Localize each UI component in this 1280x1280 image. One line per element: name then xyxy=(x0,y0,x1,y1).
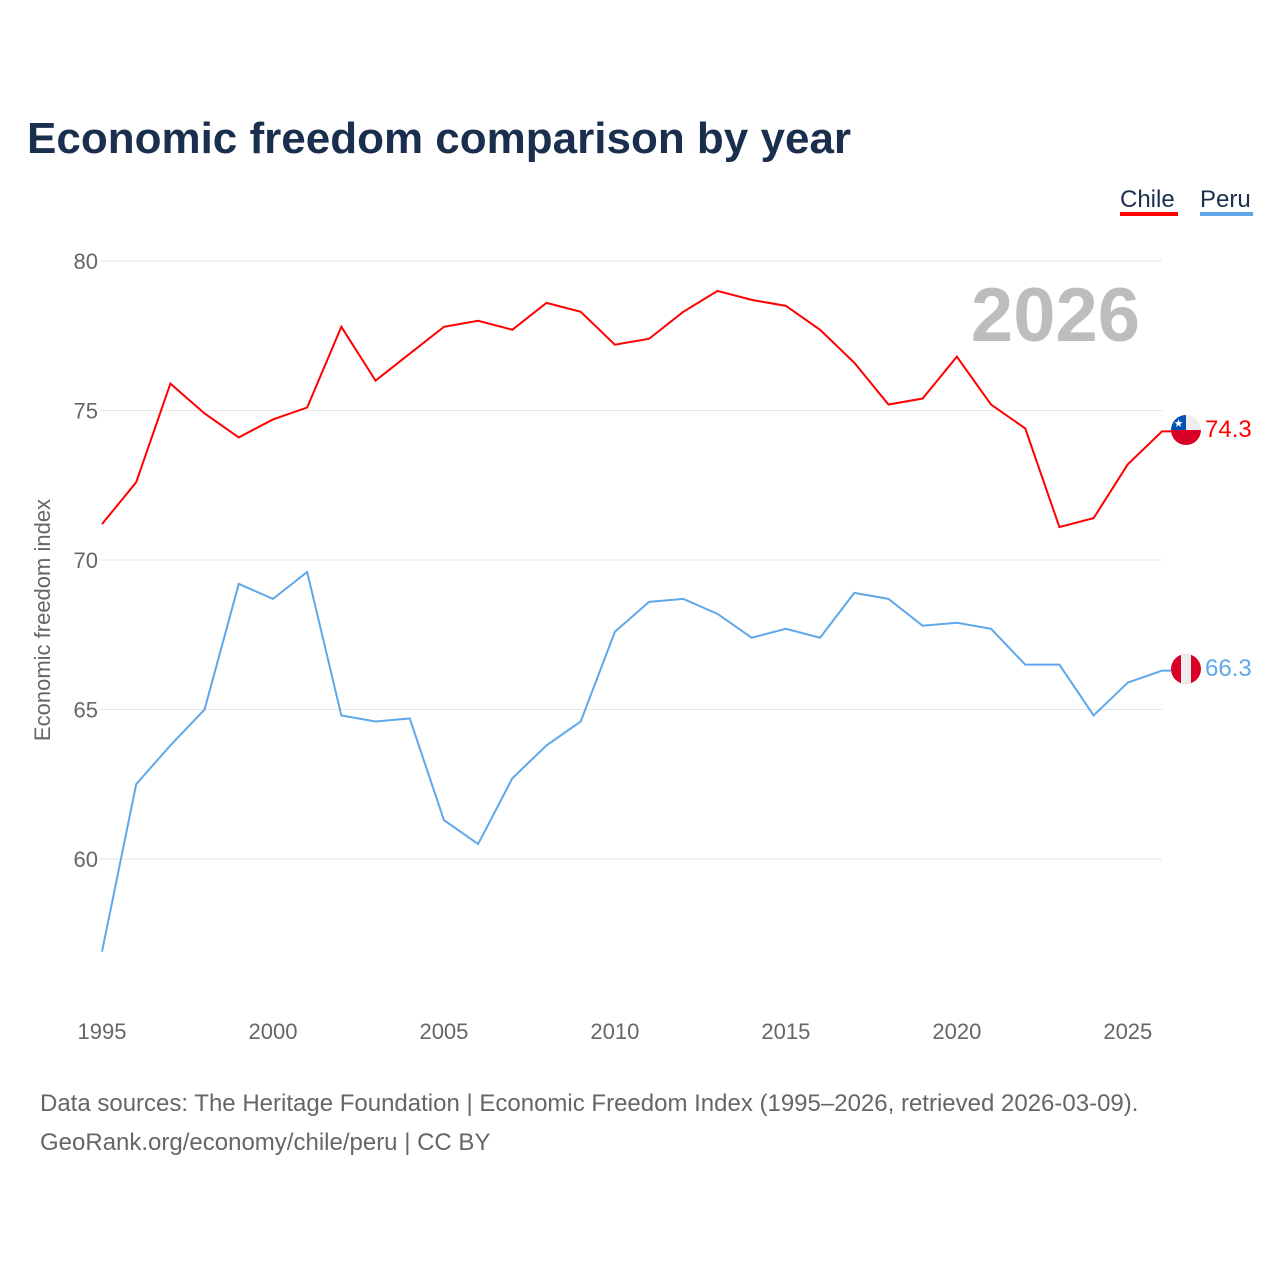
svg-text:★: ★ xyxy=(1174,418,1184,430)
series-line-peru xyxy=(101,570,1171,952)
y-tick-label: 70 xyxy=(74,548,98,573)
chart-title: Economic freedom comparison by year xyxy=(27,114,851,163)
y-tick-label: 80 xyxy=(74,249,98,274)
x-tick-label: 2025 xyxy=(1103,1019,1152,1044)
x-tick-label: 1995 xyxy=(78,1019,127,1044)
y-tick-label: 75 xyxy=(74,399,98,424)
legend-chile-swatch xyxy=(1120,212,1178,216)
y-axis-label: Economic freedom index xyxy=(30,499,55,741)
peru-end-label: 66.3 xyxy=(1205,655,1252,682)
source-text: Data sources: The Heritage Foundation | … xyxy=(40,1090,1138,1117)
x-tick-label: 2005 xyxy=(419,1019,468,1044)
chile-flag-icon: ★ xyxy=(1171,415,1201,445)
year-watermark: 2026 xyxy=(971,273,1140,358)
chile-end-label: 74.3 xyxy=(1205,416,1252,443)
source-link[interactable]: GeoRank.org/economy/chile/peru | CC BY xyxy=(40,1129,490,1156)
peru-flag-icon xyxy=(1171,654,1201,684)
series-line-chile xyxy=(101,289,1171,529)
legend-peru[interactable]: Peru xyxy=(1200,186,1251,213)
legend-peru-swatch xyxy=(1200,212,1253,216)
legend-chile[interactable]: Chile xyxy=(1120,186,1175,213)
x-tick-label: 2000 xyxy=(248,1019,297,1044)
y-tick-label: 60 xyxy=(74,847,98,872)
y-tick-label: 65 xyxy=(74,698,98,723)
x-tick-label: 2020 xyxy=(932,1019,981,1044)
x-tick-label: 2015 xyxy=(761,1019,810,1044)
x-tick-label: 2010 xyxy=(590,1019,639,1044)
